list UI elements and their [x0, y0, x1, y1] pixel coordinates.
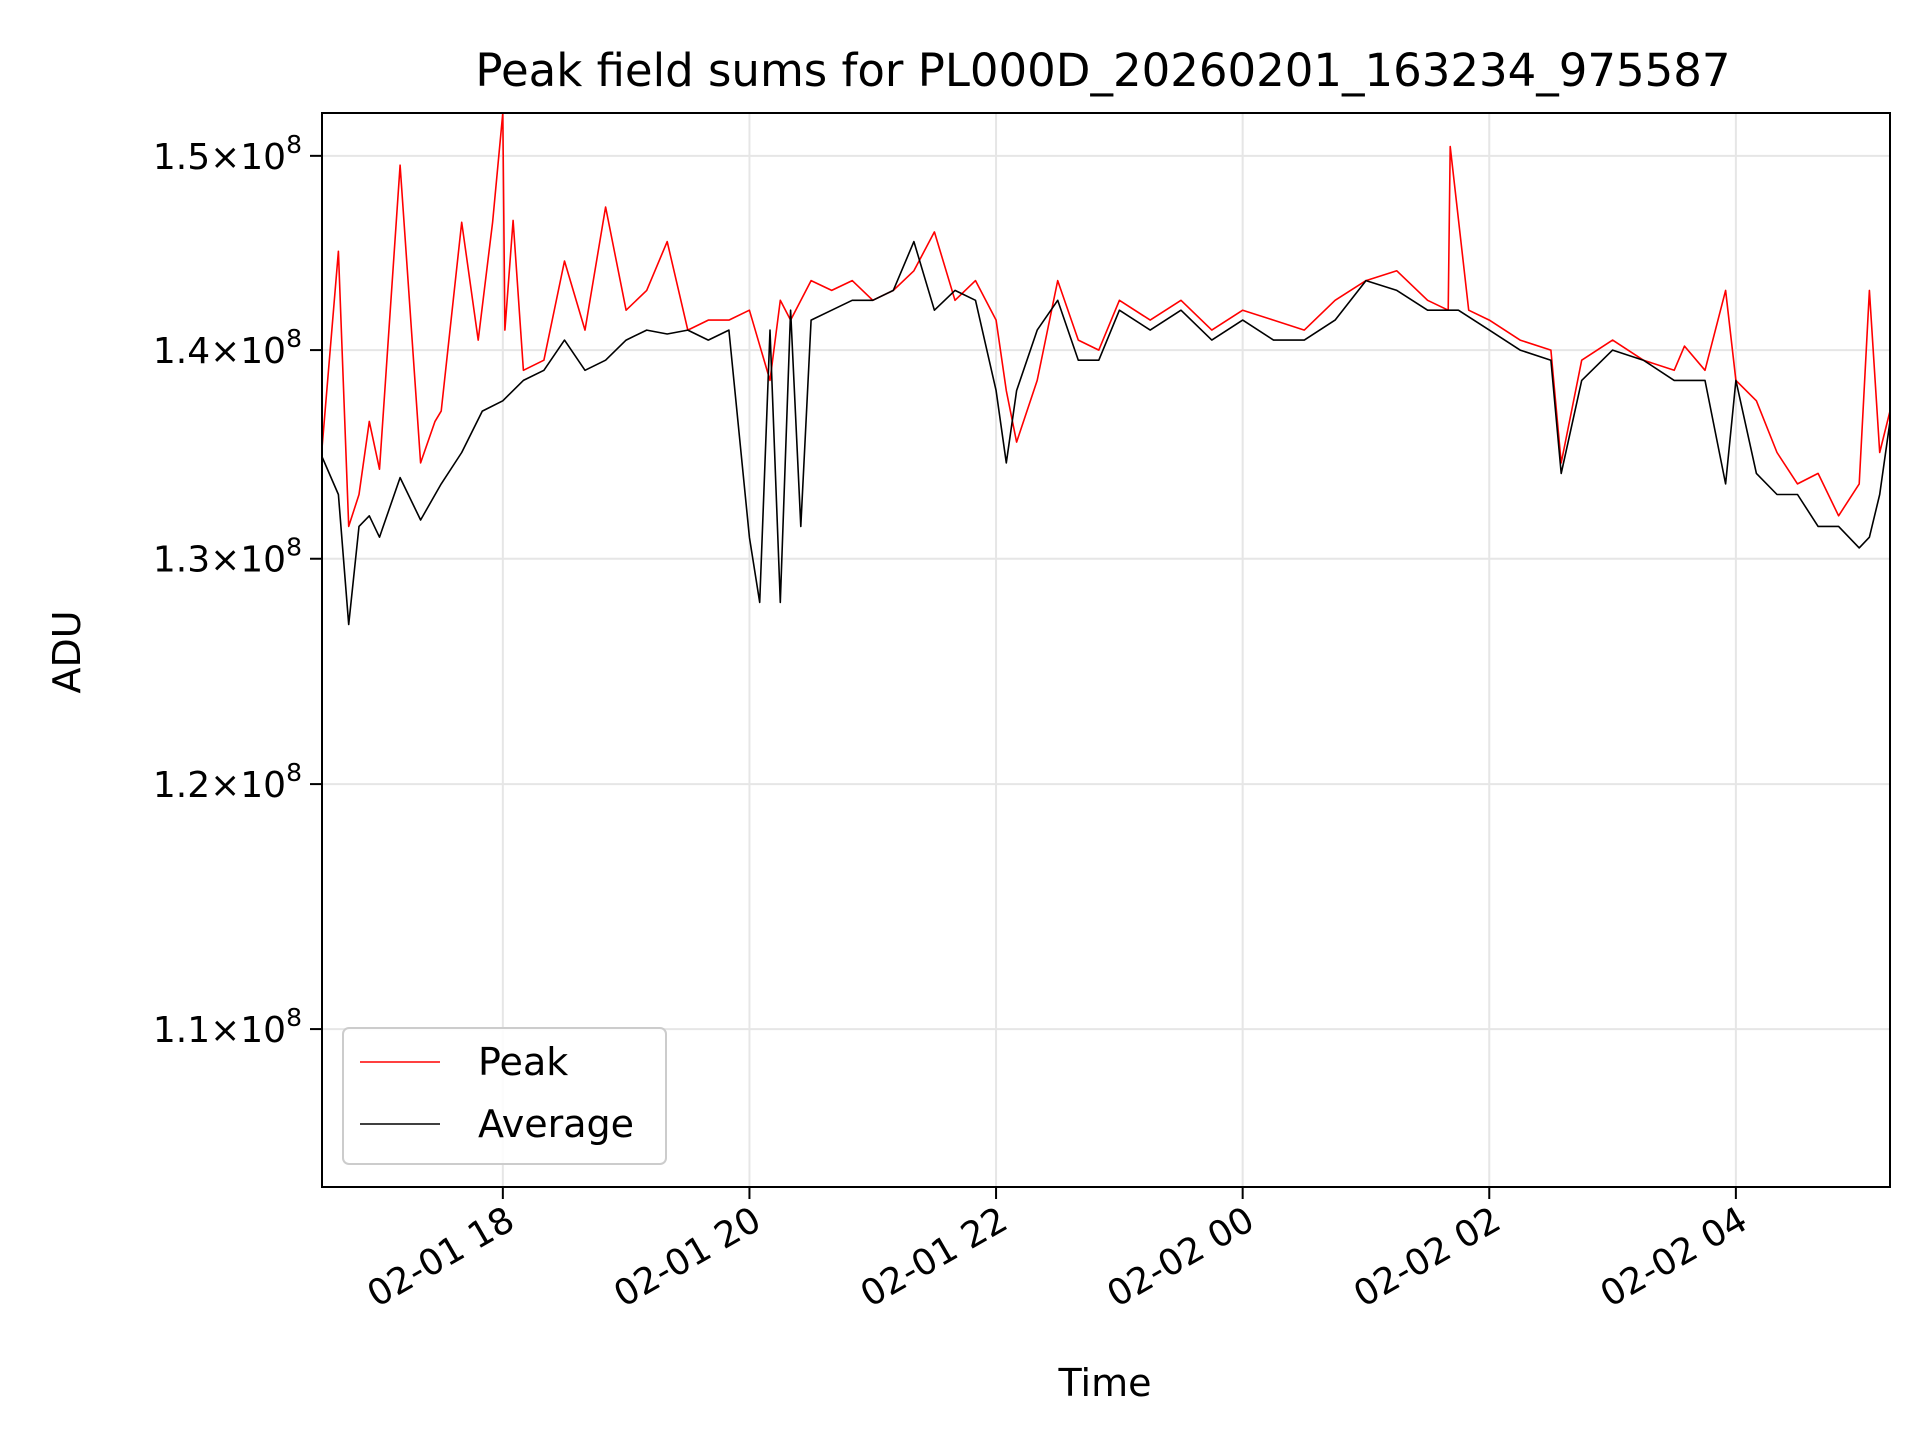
plot-frame — [321, 112, 1891, 1188]
y-tick-label: 1.1×108 — [153, 1003, 302, 1051]
plot-lines — [322, 113, 1890, 626]
legend-label-average: Average — [478, 1102, 634, 1146]
y-tick-label: 1.3×108 — [153, 533, 302, 581]
legend-label-peak: Peak — [478, 1040, 568, 1084]
legend: Peak Average — [342, 1027, 667, 1165]
x-axis-label: Time — [1058, 1361, 1152, 1405]
y-axis-ticks: 1.1×108 1.2×108 1.3×108 1.4×108 1.5×108 — [153, 130, 322, 1051]
y-tick-label: 1.2×108 — [153, 758, 302, 806]
series-line-average — [322, 240, 1890, 626]
series-line-peak — [322, 113, 1890, 528]
y-tick-label: 1.5×108 — [153, 130, 302, 178]
chart-title: Peak field sums for PL000D_20260201_1632… — [475, 44, 1730, 97]
y-axis-label: ADU — [45, 610, 89, 693]
y-tick-label: 1.4×108 — [153, 324, 302, 372]
